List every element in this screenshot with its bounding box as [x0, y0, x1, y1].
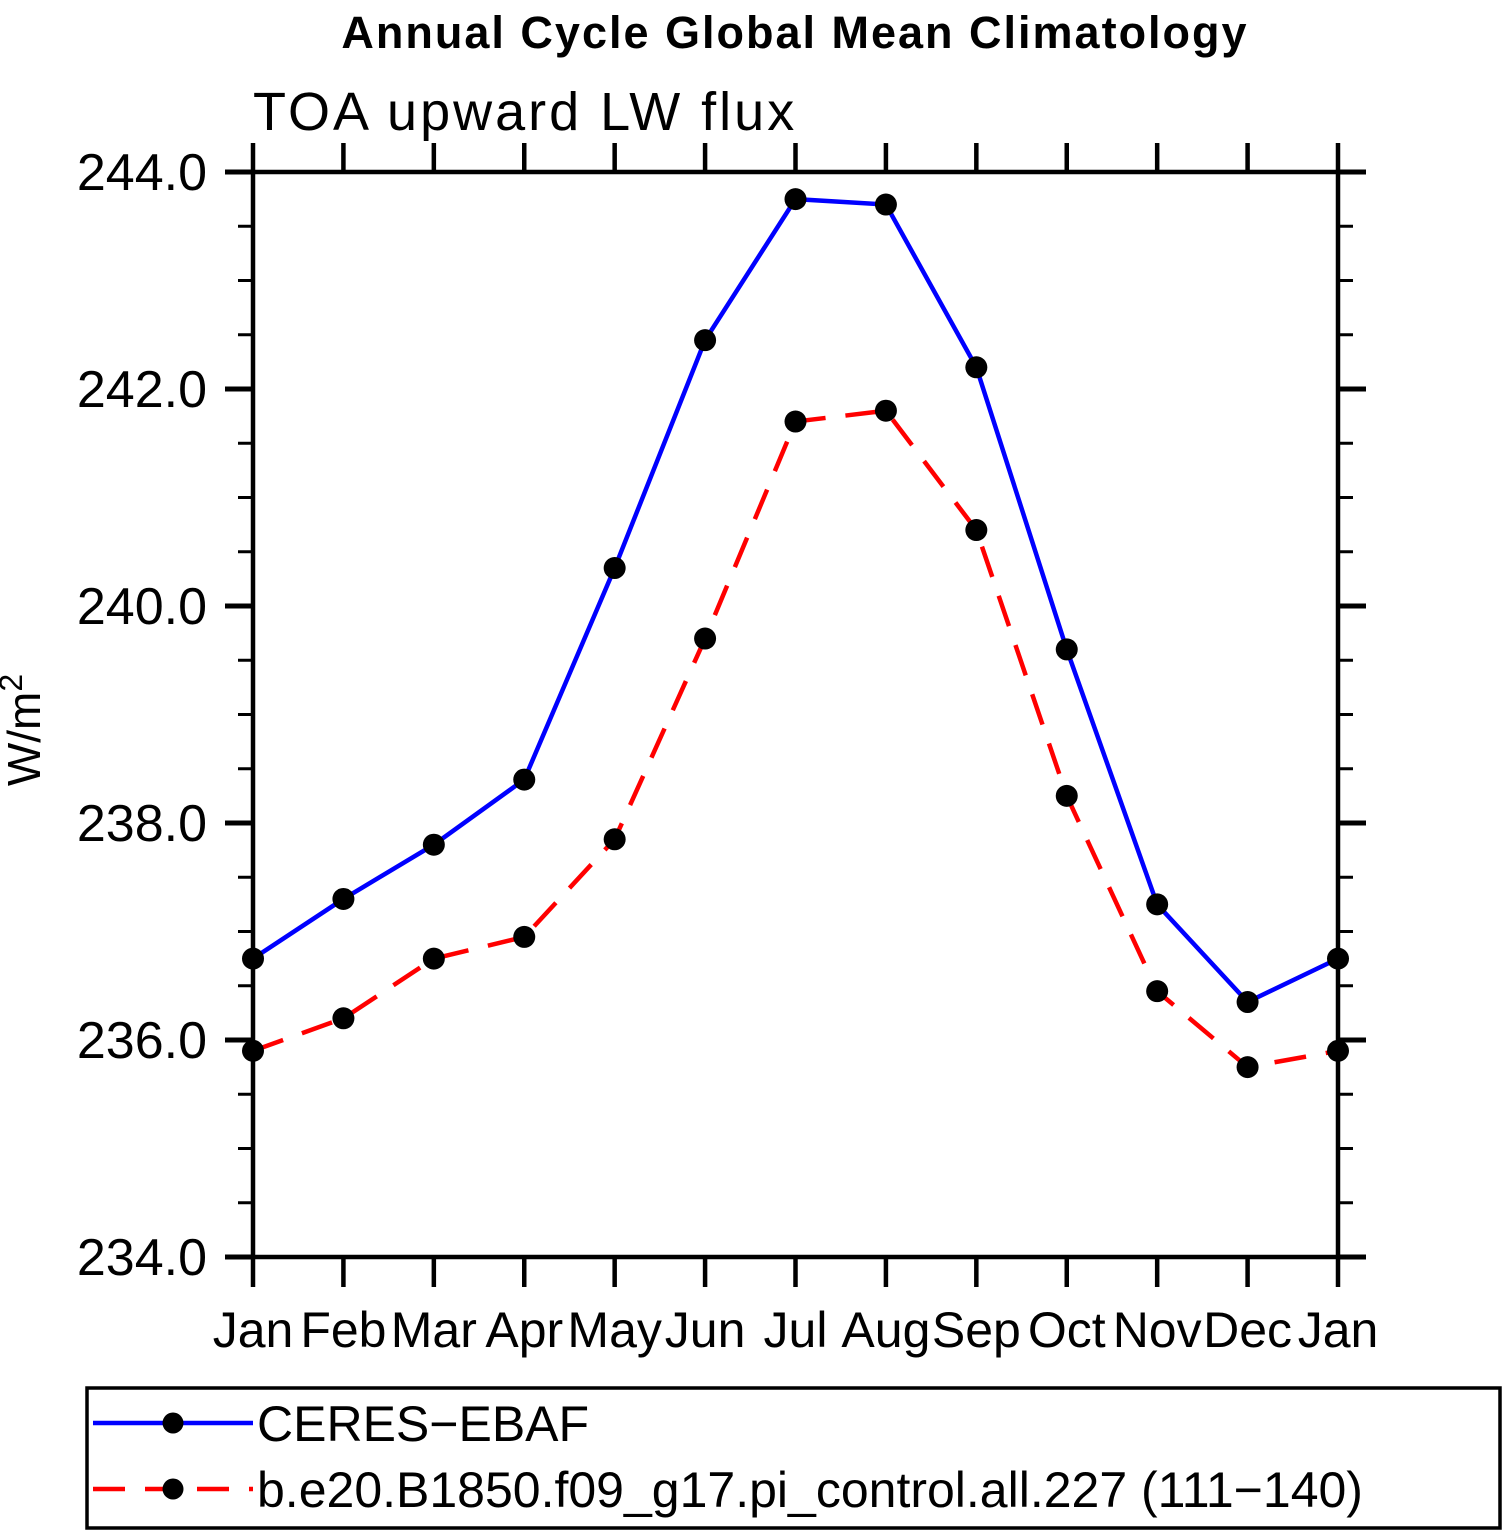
x-tick-label: Apr — [485, 1302, 563, 1358]
y-tick-label: 240.0 — [77, 578, 207, 636]
x-axis-ticks — [250, 143, 1341, 1287]
data-point-s1-m3 — [513, 925, 536, 948]
chart-title: Annual Cycle Global Mean Climatology — [341, 7, 1248, 58]
data-point-s0-m0 — [242, 947, 264, 970]
x-tick-label: Nov — [1113, 1302, 1202, 1358]
x-tick-label: Oct — [1028, 1302, 1106, 1358]
data-point-s1-m0 — [242, 1039, 264, 1062]
data-point-s0-m7 — [874, 193, 897, 216]
legend-label-ceres: CERES−EBAF — [257, 1396, 589, 1452]
data-point-s0-m4 — [603, 557, 626, 580]
series-markers — [242, 188, 1349, 1079]
data-point-s1-m12 — [1327, 1039, 1349, 1062]
data-point-s0-m12 — [1327, 947, 1349, 970]
x-tick-label: Aug — [841, 1302, 930, 1358]
data-point-s1-m4 — [603, 828, 626, 851]
x-tick-label: Mar — [391, 1302, 477, 1358]
x-axis-tick-labels: Jan Feb Mar Apr May Jun Jul Aug Sep Oct Nov Dec Jan — [213, 1302, 1379, 1358]
x-tick-label: Jan — [1298, 1302, 1379, 1358]
data-point-s0-m2 — [422, 833, 445, 856]
data-point-s0-m3 — [513, 768, 536, 791]
x-tick-label: Sep — [932, 1302, 1021, 1358]
y-axis-title-exponent: 2 — [0, 674, 29, 692]
data-point-s0-m1 — [332, 887, 355, 910]
data-point-s1-m5 — [694, 627, 717, 650]
chart-subtitle: TOA upward LW flux — [253, 82, 797, 142]
y-axis-title-base: W/m — [0, 692, 50, 787]
y-tick-label: 242.0 — [77, 361, 207, 419]
legend-sample-marker-1 — [162, 1478, 184, 1500]
y-tick-label: 244.0 — [77, 144, 207, 202]
legend-label-model: b.e20.B1850.f09_g17.pi_control.all.227 (… — [257, 1462, 1363, 1518]
series-line-1 — [252, 408, 1339, 1070]
y-axis-tick-labels: 244.0 242.0 240.0 238.0 236.0 234.0 — [77, 144, 207, 1287]
legend: CERES−EBAF b.e20.B1850.f09_g17.pi_contro… — [85, 1386, 1502, 1530]
y-axis-title: W/m2 — [0, 674, 50, 786]
x-tick-label: Jul — [764, 1302, 828, 1358]
data-point-s1-m10 — [1146, 980, 1169, 1003]
data-point-s1-m8 — [965, 519, 988, 542]
legend-samples — [93, 1412, 253, 1500]
data-point-s1-m7 — [874, 399, 897, 422]
data-point-s1-m6 — [784, 410, 807, 433]
data-point-s0-m6 — [784, 188, 807, 211]
data-point-s1-m1 — [332, 1007, 355, 1030]
data-point-s1-m2 — [422, 947, 445, 970]
data-point-s0-m10 — [1146, 893, 1169, 916]
y-tick-label: 234.0 — [77, 1229, 207, 1287]
data-point-s0-m9 — [1055, 638, 1078, 661]
x-tick-label: Feb — [300, 1302, 386, 1358]
series-lines — [251, 196, 1339, 1070]
series-line-0 — [251, 196, 1339, 1005]
data-point-s1-m11 — [1236, 1056, 1259, 1079]
legend-sample-marker-0 — [162, 1412, 184, 1434]
legend-box — [85, 1386, 1502, 1530]
y-tick-label: 238.0 — [77, 795, 207, 853]
x-tick-label: May — [567, 1302, 661, 1358]
data-point-s1-m9 — [1055, 784, 1078, 807]
data-point-s0-m11 — [1236, 991, 1259, 1014]
x-tick-label: Jan — [213, 1302, 294, 1358]
data-point-s0-m8 — [965, 356, 988, 379]
y-axis-ticks — [225, 169, 1366, 1260]
data-point-s0-m5 — [694, 329, 717, 352]
x-tick-label: Jun — [665, 1302, 746, 1358]
plot-frame — [250, 169, 1341, 1260]
x-tick-label: Dec — [1203, 1302, 1292, 1358]
y-tick-label: 236.0 — [77, 1012, 207, 1070]
